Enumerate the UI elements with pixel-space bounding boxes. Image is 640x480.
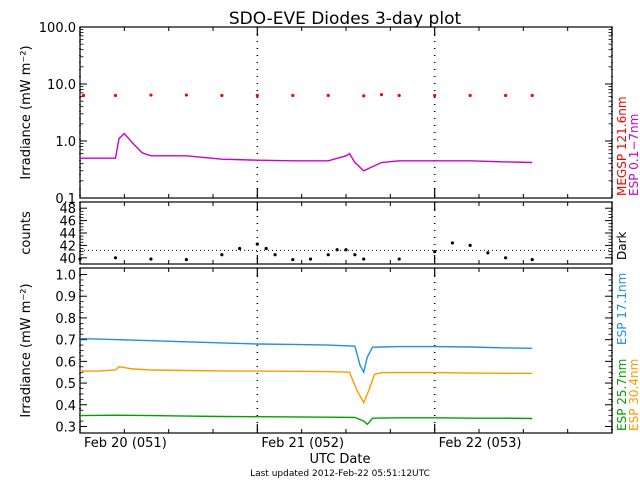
data-point [113,256,118,260]
data-point [149,257,153,261]
y-axis-label: Irradiance (mW m⁻²) [19,45,34,179]
y-tick-label: 48 [59,202,76,217]
data-point [486,251,490,255]
series-line-esp-30-4nm [80,366,533,405]
series-label: ESP 17.1nm [615,273,629,345]
data-point [264,246,268,251]
data-point [344,248,348,252]
series-label: ESP 0.1−7nm [627,114,640,196]
x-tick-label: Feb 20 (051) [84,436,167,451]
data-point [362,94,366,98]
series-megsp-121-6nm [81,93,534,98]
y-tick-label: 0.1 [55,192,76,207]
data-point [530,93,534,98]
y-tick-label: 0.5 [55,377,76,392]
data-point [220,253,224,257]
top-panel-irradiance: 100.0 10.0 1.0 0.1 Irradiance (mW m⁻²) MEGSP … [19,21,640,207]
y-tick-label: 0.8 [55,312,76,327]
data-point [184,93,188,97]
data-point [149,93,153,97]
y-tick-label: 100.0 [39,21,76,36]
data-point [468,93,472,98]
panel-frame [79,26,613,199]
data-point [379,93,384,97]
y-tick-label: 42 [59,239,76,254]
data-point [450,241,454,245]
data-point [504,256,508,260]
data-point [291,93,295,98]
y-tick-label: 0.6 [55,355,76,370]
panel-frame [79,267,613,434]
data-point [184,258,188,262]
y-tick-label: 46 [59,215,76,230]
bottom-panel-irradiance: 1.0 0.9 0.8 0.7 0.6 0.5 0.4 0.3 Feb 20 (051) Feb … [19,267,640,451]
y-tick-label: 44 [59,227,76,242]
panel-frame [79,201,613,265]
data-point [504,93,508,98]
footer-timestamp: Last updated 2012-Feb-22 05:51:12UTC [250,469,430,479]
y-axis-label: Irradiance (mW m⁻²) [19,283,34,417]
series-label: MEGSP 121.6nm [615,96,629,196]
data-point [255,242,259,246]
series-line-esp-25-7nm [79,414,533,426]
series-label: Dark [615,231,629,260]
y-axis-label: counts [19,211,34,255]
data-point [291,258,295,262]
x-tick-label: Feb 21 (052) [261,436,344,451]
y-tick-label: 1.0 [55,269,76,284]
data-point [326,93,330,98]
y-tick-label: 0.9 [55,290,76,305]
x-axis-label: UTC Date [310,452,371,467]
data-point [113,93,118,98]
data-point [353,253,357,257]
data-point [468,243,472,247]
data-point [238,246,242,251]
data-point [273,253,277,257]
data-point [397,257,401,261]
data-point [530,258,534,262]
series-line-esp-17-1nm [79,337,533,375]
data-point [81,93,86,98]
y-tick-label: 10.0 [47,78,76,93]
x-tick-label: Feb 22 (053) [439,436,522,451]
data-point [220,93,224,98]
y-tick-label: 0.3 [55,420,76,435]
y-tick-label: 0.7 [55,334,76,349]
data-point [308,257,313,261]
data-point [362,257,366,261]
y-tick-label: 0.4 [55,399,76,414]
data-point [433,93,437,98]
chart-title: SDO-EVE Diodes 3-day plot [229,9,462,29]
data-point [255,93,259,98]
series-dark [78,241,534,262]
data-point [335,248,339,252]
y-tick-label: 1.0 [55,135,76,150]
data-point [78,257,82,261]
series-label: ESP 25.7nm [615,359,629,431]
y-tick-label: 40 [59,252,76,267]
series-line-esp-0-1-7nm [80,132,533,172]
data-point [433,250,437,254]
series-label: ESP 30.4nm [627,359,640,431]
data-point [326,253,330,257]
data-point [397,93,401,98]
